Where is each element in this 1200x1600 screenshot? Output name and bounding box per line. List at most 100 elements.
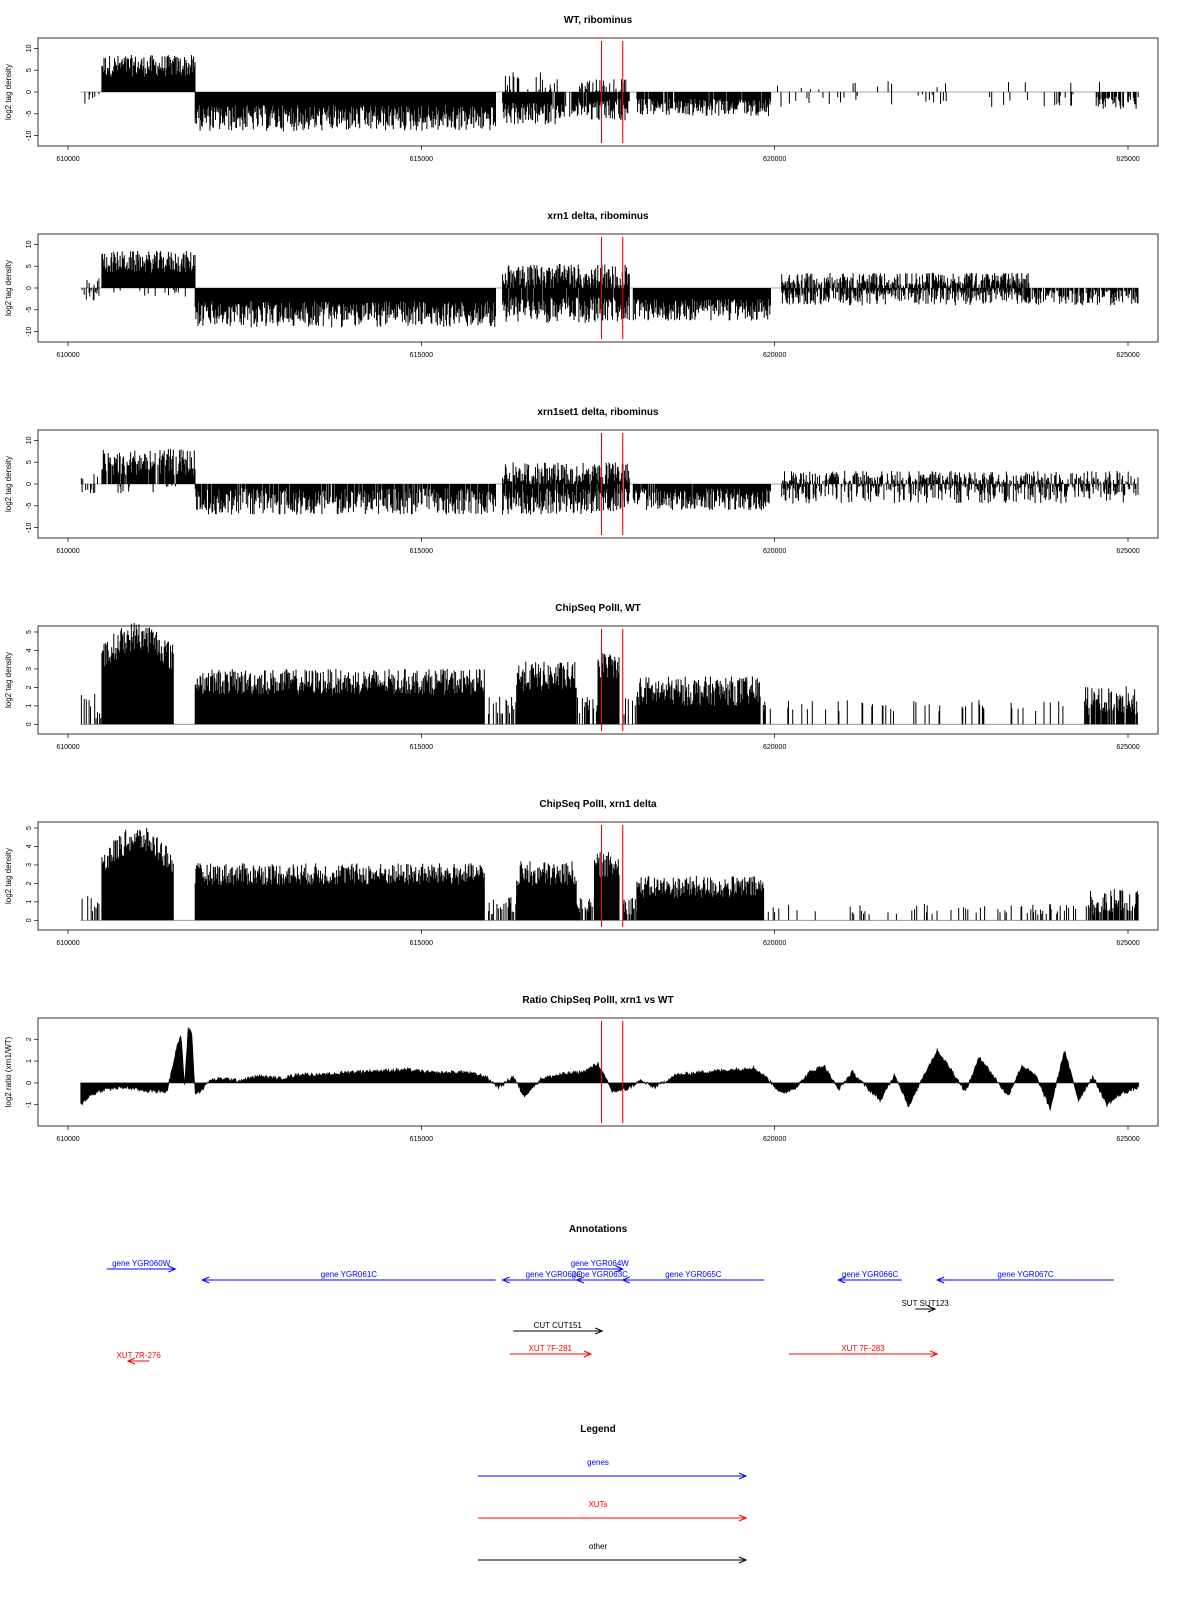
- arrowhead-icon: [738, 1514, 748, 1522]
- signal-segment: [502, 92, 567, 125]
- y-axis-label: log2 tag density: [4, 652, 13, 708]
- y-tick-label: 4: [26, 648, 33, 652]
- x-tick-label: 615000: [410, 1136, 433, 1143]
- y-tick-label: 0: [26, 1081, 33, 1085]
- signal-segment: [81, 896, 100, 921]
- feature-label: XUT 7F-281: [529, 1344, 573, 1353]
- signal-segment: [504, 72, 558, 92]
- y-axis-label: log2 tag density: [4, 848, 13, 904]
- signal-segment: [86, 278, 100, 288]
- arrowhead-icon: [595, 1327, 604, 1335]
- signal-segment: [101, 828, 174, 921]
- signal-segment: [101, 55, 196, 92]
- signal-segment: [632, 484, 771, 511]
- x-tick-label: 610000: [56, 352, 79, 359]
- feature-XUTs: XUT 7R-276: [117, 1351, 161, 1365]
- legend-item-genes: genes: [478, 1458, 748, 1480]
- feature-genes: gene YGR061C: [200, 1270, 496, 1284]
- y-tick-label: 4: [26, 844, 33, 848]
- y-tick-label: -10: [26, 130, 33, 140]
- y-tick-label: 10: [26, 240, 33, 248]
- x-tick-label: 625000: [1116, 352, 1139, 359]
- feature-genes: gene YGR064W: [571, 1259, 629, 1273]
- y-tick-label: 1: [26, 900, 33, 904]
- signal-segment: [194, 92, 496, 132]
- feature-label: gene YGR061C: [321, 1270, 378, 1279]
- x-tick-label: 620000: [763, 548, 786, 555]
- panel-2: xrn1 delta, ribominus -10 -5 0 5 10 610000 6150…: [4, 211, 1159, 359]
- panel-6: Ratio ChipSeq PolII, xrn1 vs WT -1 0 1 2 6100…: [4, 995, 1159, 1143]
- arrowhead-icon: [935, 1276, 945, 1284]
- annotations-title: Annotations: [569, 1224, 628, 1235]
- x-tick-label: 615000: [410, 744, 433, 751]
- x-tick-label: 625000: [1116, 156, 1139, 163]
- y-tick-label: 10: [26, 436, 33, 444]
- x-tick-label: 615000: [410, 940, 433, 947]
- signal-segment: [777, 81, 1100, 92]
- x-tick-label: 610000: [56, 548, 79, 555]
- signal-segment: [488, 896, 517, 921]
- signal-segment: [502, 264, 630, 288]
- signal-segment: [767, 903, 1077, 921]
- x-tick-label: 625000: [1116, 548, 1139, 555]
- feature-label: SUT SUT123: [901, 1299, 949, 1308]
- arrowhead-icon: [583, 1350, 593, 1358]
- y-tick-label: 10: [26, 44, 33, 52]
- feature-other: CUT CUT151: [513, 1321, 604, 1335]
- signal-segment: [194, 669, 485, 725]
- x-tick-label: 610000: [56, 744, 79, 751]
- feature-genes: gene YGR066C: [836, 1270, 902, 1284]
- arrowhead-icon: [575, 1276, 584, 1284]
- signal-segment: [101, 449, 196, 484]
- y-tick-label: 0: [26, 286, 33, 290]
- x-tick-label: 610000: [56, 940, 79, 947]
- signal-segment: [579, 79, 627, 92]
- arrowhead-icon: [738, 1556, 748, 1564]
- panel-title: xrn1 delta, ribominus: [547, 211, 649, 222]
- y-tick-label: -5: [26, 307, 33, 313]
- feature-genes: gene YGR063C: [572, 1270, 629, 1284]
- arrowhead-icon: [615, 1265, 625, 1273]
- annotations-panel: Annotations gene YGR060W gene YGR061C gene …: [106, 1224, 1114, 1365]
- x-tick-label: 615000: [410, 156, 433, 163]
- signal-series: [84, 55, 1139, 132]
- panel-5: ChipSeq PolII, xrn1 delta 0 1 2 3 4 5 610000 615…: [4, 799, 1159, 947]
- y-tick-label: 5: [26, 264, 33, 268]
- y-tick-label: 3: [26, 667, 33, 671]
- feature-genes: gene YGR060W: [106, 1259, 177, 1273]
- feature-other: SUT SUT123: [901, 1299, 949, 1313]
- panel-title: WT, ribominus: [564, 15, 633, 26]
- feature-genes: gene YGR067C: [935, 1270, 1114, 1284]
- ratio-area: [80, 1026, 1139, 1111]
- signal-series: [80, 449, 1139, 515]
- x-tick-label: 625000: [1116, 940, 1139, 947]
- signal-segment: [194, 484, 496, 515]
- panel-3: xrn1set1 delta, ribominus -10 -5 0 5 10 610000…: [4, 407, 1159, 555]
- feature-label: XUT 7F-283: [841, 1344, 885, 1353]
- y-tick-label: 2: [26, 685, 33, 689]
- panel-title: xrn1set1 delta, ribominus: [537, 407, 659, 418]
- signal-segment: [632, 288, 771, 321]
- y-axis-label: log2 tag density: [4, 64, 13, 120]
- legend-title: Legend: [580, 1424, 616, 1435]
- y-tick-label: 0: [26, 482, 33, 486]
- signal-segment: [194, 288, 496, 328]
- signal-series: [80, 623, 1138, 725]
- panel-1: WT, ribominus -10 -5 0 5 10 610000 615000 620000…: [4, 15, 1159, 163]
- feature-XUTs: XUT 7F-283: [788, 1344, 939, 1358]
- feature-label: gene YGR066C: [842, 1270, 899, 1279]
- arrowhead-icon: [927, 1305, 937, 1313]
- panel-title: ChipSeq PolII, WT: [555, 603, 641, 614]
- y-tick-label: 2: [26, 881, 33, 885]
- arrowhead-icon: [738, 1472, 748, 1480]
- legend-item-other: other: [478, 1542, 748, 1564]
- x-tick-label: 615000: [410, 548, 433, 555]
- signal-segment: [576, 898, 595, 921]
- plot-frame: [37, 821, 1159, 931]
- legend-panel: Legend genes XUTs other: [478, 1424, 748, 1564]
- y-tick-label: 0: [26, 90, 33, 94]
- y-tick-label: 3: [26, 863, 33, 867]
- x-tick-label: 620000: [763, 744, 786, 751]
- feature-label: gene YGR063C: [572, 1270, 629, 1279]
